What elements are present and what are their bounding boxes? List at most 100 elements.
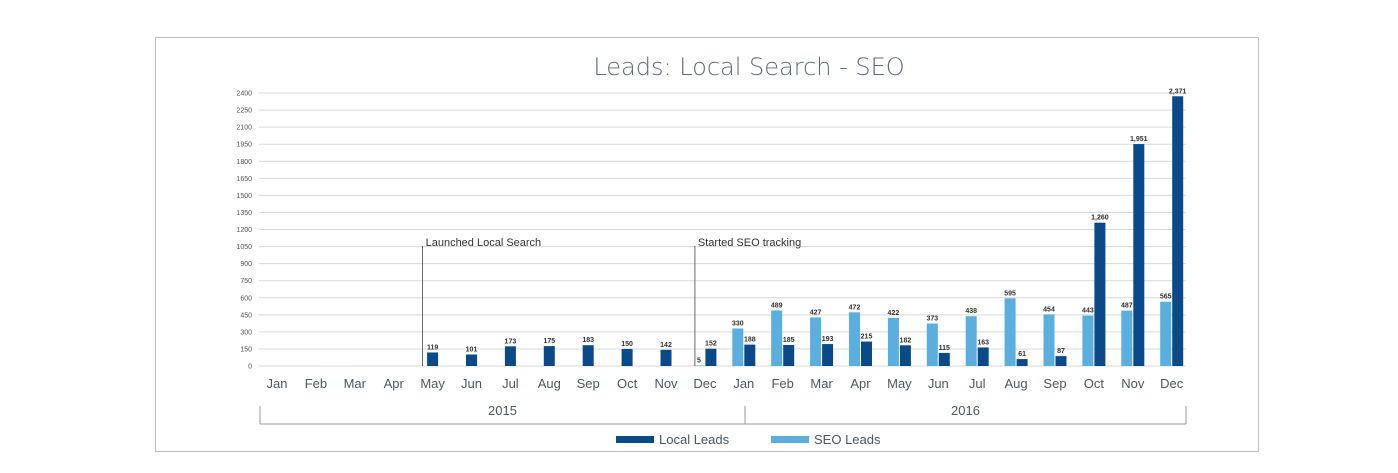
x-tick-label: Oct xyxy=(617,376,638,391)
seo-bar xyxy=(1082,315,1094,366)
local-bar xyxy=(1133,144,1145,366)
x-tick-label: Mar xyxy=(810,376,833,391)
y-tick-label: 600 xyxy=(240,295,252,302)
local-bar xyxy=(822,344,834,366)
year-label: 2016 xyxy=(951,403,980,418)
seo-data-label: 443 xyxy=(1082,308,1094,315)
chart-svg: Leads: Local Search - SEO 0 150 300 450 600 7… xyxy=(236,53,1187,447)
seo-data-label: 330 xyxy=(732,320,744,327)
x-tick-label: Jun xyxy=(928,376,949,391)
legend-local-label: Local Leads xyxy=(659,432,730,447)
chart-frame: Leads: Local Search - SEO 0 150 300 450 600 7… xyxy=(155,37,1259,452)
y-tick-label: 2250 xyxy=(236,108,252,115)
seo-bar xyxy=(693,365,705,366)
seo-data-label: 489 xyxy=(771,302,783,309)
legend-seo-label: SEO Leads xyxy=(814,432,881,447)
local-bar xyxy=(660,349,672,366)
seo-data-label: 438 xyxy=(965,308,977,315)
local-data-label: 152 xyxy=(705,341,717,348)
seo-bar xyxy=(1121,310,1133,366)
x-tick-label: Feb xyxy=(771,376,793,391)
gridlines xyxy=(259,92,1186,367)
x-tick-label: Jan xyxy=(733,376,754,391)
chart-title: Leads: Local Search - SEO xyxy=(593,53,904,81)
legend: Local Leads SEO Leads xyxy=(616,432,881,447)
annotation-label: Started SEO tracking xyxy=(698,237,801,249)
local-data-label: 142 xyxy=(660,342,672,349)
x-tick-label: Jul xyxy=(502,376,519,391)
local-bar xyxy=(504,346,516,366)
x-tick-label: Mar xyxy=(344,376,367,391)
y-tick-label: 750 xyxy=(240,278,252,285)
seo-data-label: 595 xyxy=(1004,290,1016,297)
y-tick-label: 1200 xyxy=(236,227,252,234)
seo-data-label: 422 xyxy=(888,310,900,317)
seo-bar xyxy=(926,323,938,366)
legend-seo-swatch xyxy=(771,436,809,443)
local-bar xyxy=(899,345,911,366)
y-tick-label: 150 xyxy=(240,346,252,353)
seo-data-label: 472 xyxy=(849,304,861,311)
local-bar xyxy=(427,352,439,366)
bars: 119 101 173 175 183 150 142 5 152 330 188 489 185 427… xyxy=(427,88,1187,366)
local-data-label: 183 xyxy=(582,337,594,344)
y-tick-label: 1800 xyxy=(236,159,252,166)
seo-data-label: 427 xyxy=(810,309,822,316)
y-axis: 0 150 300 450 600 750 900 1050 1200 1350 1500 1650 1… xyxy=(236,91,252,371)
seo-bar xyxy=(732,328,744,366)
x-tick-label: Aug xyxy=(538,376,561,391)
local-data-label: 182 xyxy=(900,337,912,344)
local-data-label: 185 xyxy=(783,337,795,344)
y-tick-label: 2100 xyxy=(236,125,252,132)
local-bar xyxy=(466,354,477,366)
local-bar xyxy=(1055,356,1067,366)
y-tick-label: 900 xyxy=(240,261,252,268)
local-data-label: 163 xyxy=(977,339,989,346)
y-tick-label: 0 xyxy=(248,364,252,371)
x-tick-label: Feb xyxy=(305,376,327,391)
seo-bar xyxy=(1004,298,1016,366)
y-tick-label: 1050 xyxy=(236,244,252,251)
seo-data-label: 454 xyxy=(1043,306,1055,313)
x-tick-label: Jan xyxy=(267,376,288,391)
x-tick-label: May xyxy=(887,376,912,391)
local-data-label: 1,260 xyxy=(1091,215,1109,222)
seo-bar xyxy=(965,316,977,366)
y-tick-label: 300 xyxy=(240,329,252,336)
local-data-label: 175 xyxy=(543,338,555,345)
x-tick-label: Aug xyxy=(1005,376,1028,391)
x-tick-label: Nov xyxy=(654,376,678,391)
seo-bar xyxy=(1043,314,1055,366)
local-data-label: 215 xyxy=(861,334,873,341)
y-tick-label: 1500 xyxy=(236,193,252,200)
seo-data-label: 5 xyxy=(697,357,701,364)
seo-bar xyxy=(887,317,899,366)
year-axis: 2015 2016 xyxy=(259,403,1187,425)
local-data-label: 101 xyxy=(466,347,478,354)
local-data-label: 2,371 xyxy=(1169,88,1187,95)
local-bar xyxy=(744,344,756,366)
local-bar xyxy=(977,347,989,366)
local-bar xyxy=(705,348,717,366)
local-data-label: 150 xyxy=(621,341,633,348)
year-label: 2015 xyxy=(488,403,517,418)
annotation-label: Launched Local Search xyxy=(426,237,542,249)
local-data-label: 188 xyxy=(744,337,756,344)
x-tick-label: Dec xyxy=(693,376,717,391)
local-data-label: 1,951 xyxy=(1130,136,1148,143)
y-tick-label: 1350 xyxy=(236,210,252,217)
legend-local-swatch xyxy=(616,436,654,443)
local-data-label: 87 xyxy=(1057,348,1065,355)
local-bar xyxy=(621,348,633,366)
local-bar xyxy=(938,352,950,366)
local-data-label: 61 xyxy=(1018,351,1026,358)
x-tick-label: Oct xyxy=(1084,376,1105,391)
x-tick-label: Jul xyxy=(969,376,986,391)
local-bar xyxy=(783,344,795,366)
seo-bar xyxy=(849,312,860,366)
y-tick-label: 2400 xyxy=(236,91,252,98)
local-data-label: 115 xyxy=(939,345,950,352)
local-bar xyxy=(861,341,872,366)
local-data-label: 119 xyxy=(427,344,438,351)
y-tick-label: 1950 xyxy=(236,142,252,149)
